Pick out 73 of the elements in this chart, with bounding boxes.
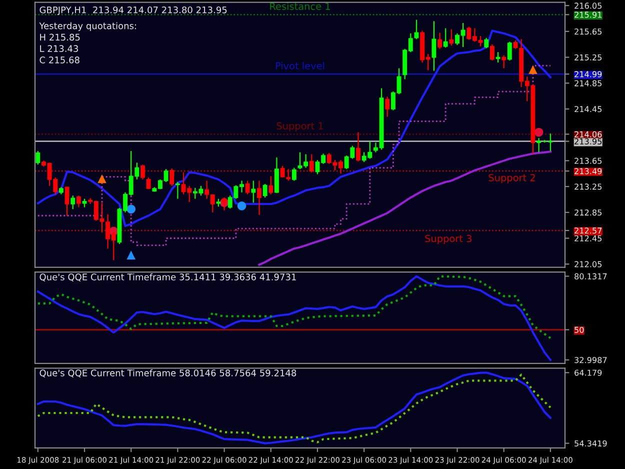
candlestick	[507, 41, 512, 62]
y-tick-label: 215.65	[574, 28, 602, 35]
candlestick	[432, 20, 436, 72]
candlestick	[484, 37, 489, 49]
annotation: L 213.43	[40, 45, 78, 52]
y-tick-label: 212.57	[574, 228, 602, 234]
annotation: C 215.68	[40, 56, 80, 64]
ref-line-label: Support 3	[425, 234, 472, 244]
y-tick-label: 80.1317	[574, 273, 607, 280]
line-series	[36, 275, 552, 361]
y-tick-label: 212.05	[574, 261, 602, 268]
y-tick-label: 50	[574, 326, 584, 333]
point	[126, 204, 136, 214]
ref-line-label: Pivot level	[276, 62, 324, 70]
candlestick	[385, 96, 390, 118]
candlestick	[251, 180, 256, 204]
y-tick-label: 213.95	[574, 138, 602, 144]
ref-line-label: Support 1	[276, 122, 323, 132]
candlestick	[64, 186, 70, 216]
point	[98, 174, 106, 184]
line-series	[36, 275, 552, 340]
candlestick	[262, 183, 268, 198]
y-tick-label: 212.85	[574, 209, 602, 216]
candlestick	[502, 54, 506, 69]
y-tick-label: 213.65	[574, 158, 602, 164]
y-tick-label: 214.45	[574, 106, 602, 112]
annotation: H 215.85	[40, 34, 80, 41]
candlestick	[438, 32, 442, 50]
candlestick	[204, 180, 210, 200]
y-tick-label: 215.91	[574, 12, 602, 18]
candlestick	[268, 176, 274, 195]
y-tick-label: 216.05	[574, 2, 602, 9]
chart-title: Que's QQE Current Timeframe 35.1411 39.3636 41.9731	[40, 273, 296, 282]
y-tick-label: 32.9987	[574, 357, 607, 364]
candlestick	[170, 168, 174, 186]
candlestick	[245, 180, 250, 195]
candlestick	[175, 181, 180, 200]
candlestick	[443, 28, 448, 48]
point	[237, 202, 246, 210]
point	[528, 65, 538, 74]
y-tick-label: 213.49	[574, 168, 602, 174]
candlestick	[70, 195, 76, 210]
candlestick	[490, 44, 494, 62]
candlestick	[36, 150, 40, 166]
ref-line-label: Resistance 1	[270, 2, 330, 10]
y-tick-label: 213.25	[574, 184, 602, 190]
candlestick	[222, 196, 227, 212]
candlestick	[140, 164, 145, 180]
candlestick	[210, 194, 215, 213]
line-series	[258, 150, 552, 266]
candlestick	[536, 138, 542, 153]
point	[534, 128, 544, 137]
y-tick-label: 212.45	[574, 235, 602, 242]
line-series	[36, 30, 552, 228]
annotation: Yesterday quotations:	[39, 22, 136, 31]
y-tick-label: 54.3419	[574, 440, 607, 446]
candlestick	[356, 132, 360, 162]
y-tick-label: 214.99	[574, 71, 602, 78]
chart-title: GBPJPY,H1 213.94 214.07 213.80 213.95	[40, 6, 227, 15]
candlestick	[274, 156, 279, 194]
y-tick-label: 215.25	[574, 54, 602, 60]
y-tick-label: 64.179	[574, 370, 602, 376]
point	[126, 250, 136, 260]
y-tick-label: 214.85	[574, 80, 602, 86]
candlestick	[257, 180, 262, 216]
y-tick-label: 214.06	[574, 131, 602, 138]
candlestick	[309, 154, 314, 173]
candlestick	[449, 28, 454, 46]
candlestick	[76, 195, 81, 208]
candlestick	[496, 52, 500, 64]
candlestick	[292, 167, 296, 182]
ref-line-label: Support 2	[488, 174, 535, 184]
chart-title: Que's QQE Current Timeframe 58.0146 58.7564 59.2148	[40, 369, 296, 378]
